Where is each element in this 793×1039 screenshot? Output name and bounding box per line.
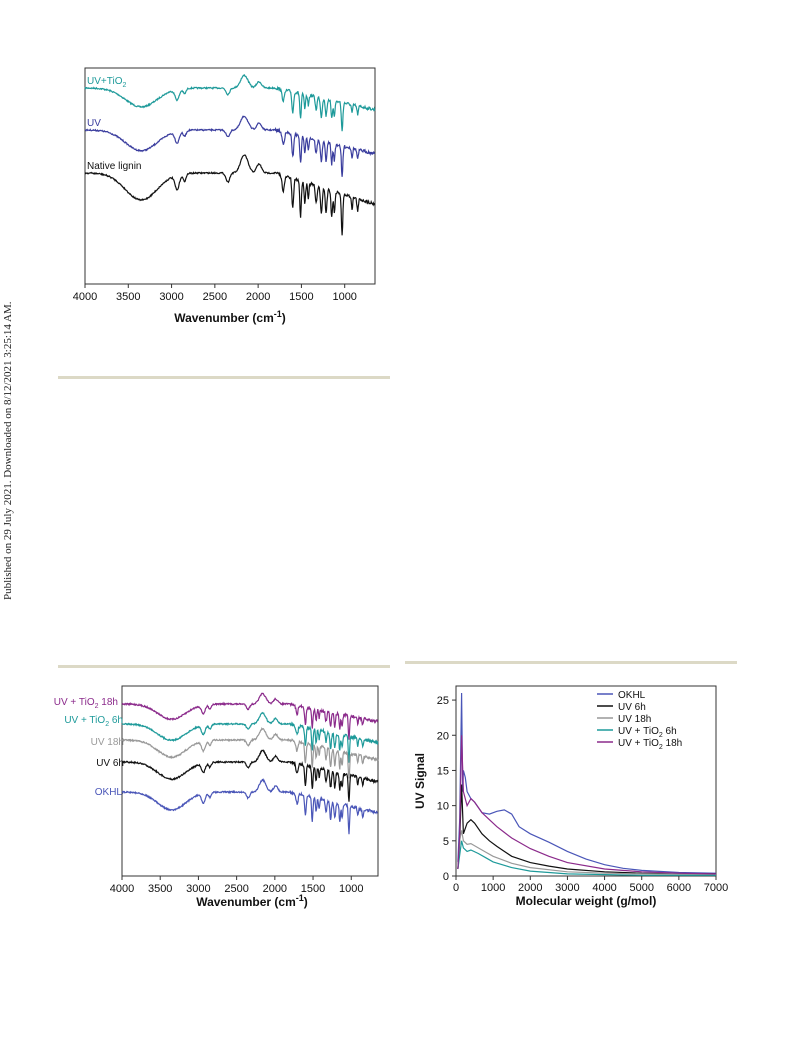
series-line [121,778,378,835]
series-line [84,115,376,177]
legend-label: OKHL [618,690,646,701]
legend-label: UV 6h [618,702,646,713]
x-tick-label: 1000 [339,883,363,895]
y-tick-label: 25 [437,695,449,707]
plot-frame [84,67,376,285]
x-tick-label: 3000 [159,291,183,303]
y-tick-label: 20 [437,730,449,742]
x-tick-label: 3000 [186,883,210,895]
series-line [84,154,376,236]
series-line [121,692,379,740]
series-line [121,749,379,802]
x-tick-label: 2500 [203,291,227,303]
x-tick-label: 1000 [481,882,505,894]
y-tick-label: 15 [437,765,449,777]
x-tick-label: 1000 [332,291,356,303]
x-tick-label: 4000 [73,291,97,303]
x-tick-label: 3500 [116,291,140,303]
legend-label: UV 18h [618,714,651,725]
section-divider [58,665,390,668]
series-line [121,711,379,763]
x-tick-label: 7000 [704,882,728,894]
series-label-uv: UV [87,118,101,129]
plot-frame [455,685,717,877]
y-tick-label: 0 [443,871,449,883]
series-line [457,784,717,875]
series-label-uv-tio2-18h: UV + TiO2 18h [54,697,118,710]
x-axis-label: Molecular weight (g/mol) [516,894,657,908]
series-label-uv-tio2-6h: UV + TiO2 6h [64,715,123,728]
x-axis-label: Wavenumber (cm-1) [196,893,308,909]
x-tick-label: 6000 [667,882,691,894]
series-line [457,830,717,876]
y-axis-label: UV Signal [413,753,427,809]
series-label-uv-6h: UV 6h [96,758,124,769]
series-label-uv-18h: UV 18h [91,737,124,748]
x-tick-label: 2500 [224,883,248,895]
x-tick-label: 3500 [148,883,172,895]
section-divider [58,376,390,379]
x-tick-label: 1500 [289,291,313,303]
x-tick-label: 2000 [263,883,287,895]
series-line [457,840,716,876]
section-divider [405,661,737,664]
x-tick-label: 0 [453,882,459,894]
series-label-uv-tio2: UV+TiO2 [87,76,126,89]
y-tick-label: 10 [437,801,449,813]
x-tick-label: 1500 [301,883,325,895]
x-axis-label: Wavenumber (cm-1) [174,309,286,325]
x-tick-label: 2000 [518,882,542,894]
x-tick-label: 5000 [629,882,653,894]
x-tick-label: 4000 [592,882,616,894]
y-tick-label: 5 [443,836,449,848]
legend-label: UV + TiO2 18h [618,738,682,751]
x-tick-label: 2000 [246,291,270,303]
series-label-okhl: OKHL [95,787,123,798]
x-tick-label: 3000 [555,882,579,894]
series-label-native-lignin: Native lignin [87,161,141,172]
series-line [457,735,717,875]
series-line [121,727,379,779]
x-tick-label: 4000 [110,883,134,895]
legend-label: UV + TiO2 6h [618,726,677,739]
series-line [84,73,376,132]
